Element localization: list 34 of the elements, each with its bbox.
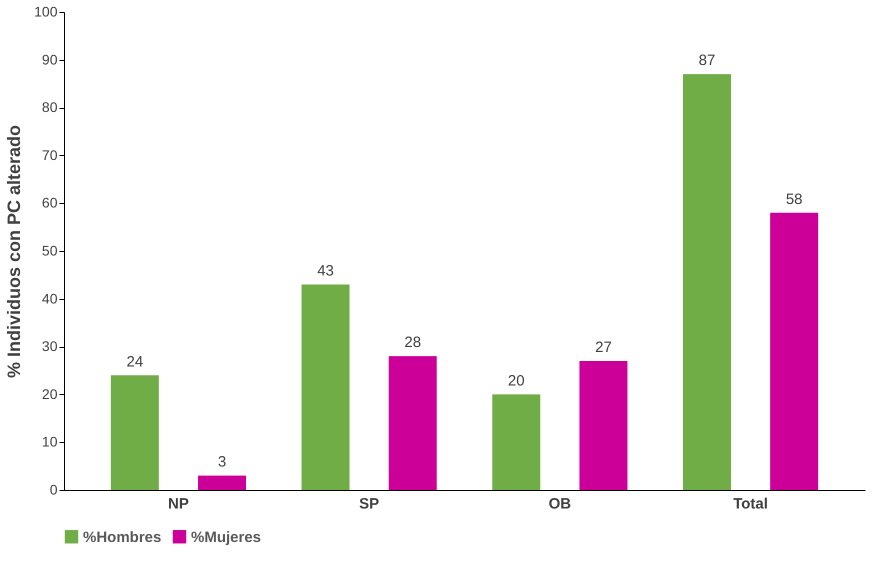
y-tick-label: 40 <box>42 290 58 306</box>
legend-label: %Hombres <box>83 528 162 546</box>
y-tick-label: 10 <box>42 434 58 450</box>
data-label: 20 <box>508 372 525 390</box>
data-label: 28 <box>404 334 422 352</box>
legend-label: %Mujeres <box>191 528 262 546</box>
y-tick-label: 60 <box>42 194 58 211</box>
bar <box>302 284 350 490</box>
data-label: 43 <box>317 262 334 280</box>
y-tick-label: 20 <box>42 386 58 402</box>
y-tick-label: 0 <box>50 482 58 498</box>
bar <box>198 476 246 490</box>
data-label: 3 <box>218 454 226 471</box>
bar <box>682 74 731 490</box>
bar <box>388 356 437 490</box>
bar <box>492 394 540 490</box>
y-axis-title: % Individuos con PC alterado <box>4 124 24 378</box>
y-tick-label: 70 <box>42 146 58 163</box>
data-label: 58 <box>786 190 803 208</box>
y-tick-label: 100 <box>34 4 58 20</box>
x-tick-label: SP <box>359 496 380 512</box>
y-tick-label: 90 <box>42 51 58 68</box>
y-tick-label: 80 <box>42 99 58 116</box>
data-label: 27 <box>595 338 612 356</box>
x-tick-label: Total <box>733 496 768 512</box>
y-tick-label: 30 <box>42 338 58 354</box>
x-tick-label: NP <box>168 496 189 512</box>
y-tick-label: 50 <box>42 242 58 258</box>
bar <box>579 360 628 490</box>
bar <box>770 212 818 490</box>
data-label: 24 <box>126 353 144 370</box>
bar <box>110 375 159 490</box>
x-tick-label: OB <box>548 496 572 512</box>
data-label: 87 <box>698 52 716 70</box>
